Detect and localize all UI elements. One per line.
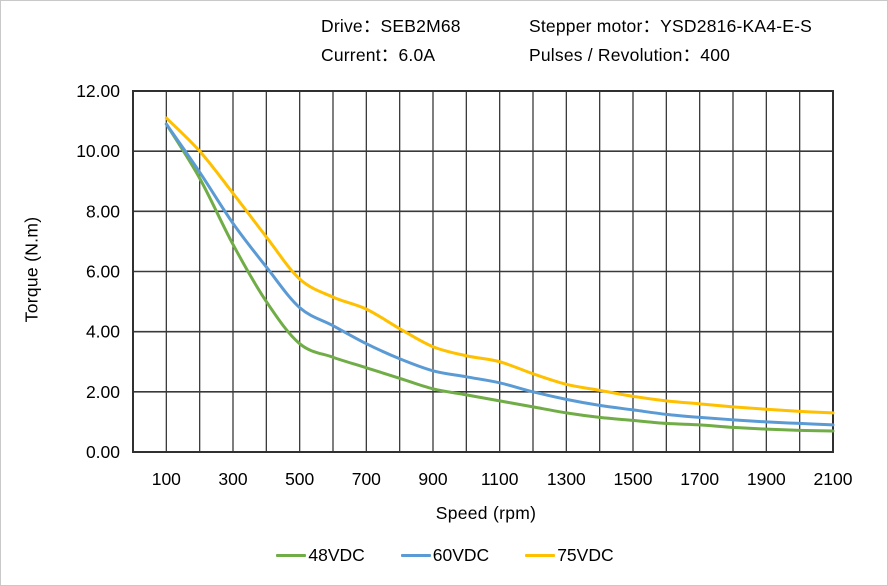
legend-swatch-60vdc: [400, 554, 431, 557]
chart-header: Drive：SEB2M68 Stepper motor：YSD2816-KA4-…: [321, 13, 812, 68]
legend-label-48vdc: 48VDC: [308, 545, 365, 565]
x-tick-label: 900: [418, 469, 447, 489]
x-tick-label: 500: [285, 469, 314, 489]
drive-label: Drive：SEB2M68: [321, 16, 461, 36]
x-tick-label: 1900: [747, 469, 786, 489]
y-tick-label: 10.00: [76, 141, 120, 161]
x-tick-label: 300: [218, 469, 247, 489]
curve-60vdc: [164, 122, 835, 427]
x-tick-label: 1500: [614, 469, 653, 489]
x-axis-title: Speed (rpm): [435, 503, 537, 523]
legend-swatch-75vdc: [525, 554, 556, 557]
y-tick-label: 0.00: [86, 442, 120, 462]
legend-item-75vdc: 75VDC: [525, 545, 614, 566]
y-tick-label: 8.00: [86, 201, 120, 221]
x-tick-label: 1100: [481, 469, 519, 489]
y-axis-title: Torque (N.m): [21, 216, 42, 323]
y-tick-label: 2.00: [86, 382, 120, 402]
x-tick-label: 100: [152, 469, 181, 489]
motor-label: Stepper motor：YSD2816-KA4-E-S: [529, 16, 813, 36]
legend-swatch-48vdc: [276, 554, 307, 557]
x-tick-label: 2100: [814, 469, 853, 489]
y-tick-label: 6.00: [86, 262, 120, 282]
legend-item-48vdc: 48VDC: [276, 545, 365, 566]
x-tick-label: 1700: [680, 469, 719, 489]
pulses-label: Pulses / Revolution：400: [529, 45, 731, 65]
legend: 48VDC 60VDC 75VDC: [1, 545, 888, 566]
y-tick-label: 12.00: [76, 81, 120, 101]
chart-canvas: 0.00 2.00 4.00 6.00 8.00 10.00 12.00 100 300 500 7…: [76, 81, 853, 489]
x-tick-label: 1300: [547, 469, 586, 489]
curve-48vdc: [164, 122, 835, 433]
chart-area: 0.00 2.00 4.00 6.00 8.00 10.00 12.00 100 300 500 7…: [1, 1, 888, 546]
curve-75vdc: [164, 116, 835, 415]
legend-item-60vdc: 60VDC: [400, 545, 490, 566]
legend-label-75vdc: 75VDC: [557, 545, 614, 565]
x-tick-label: 700: [352, 469, 381, 489]
y-tick-label: 4.00: [86, 322, 120, 342]
current-label: Current：6.0A: [321, 45, 436, 65]
legend-label-60vdc: 60VDC: [432, 545, 490, 565]
plot-frame: [132, 90, 834, 453]
